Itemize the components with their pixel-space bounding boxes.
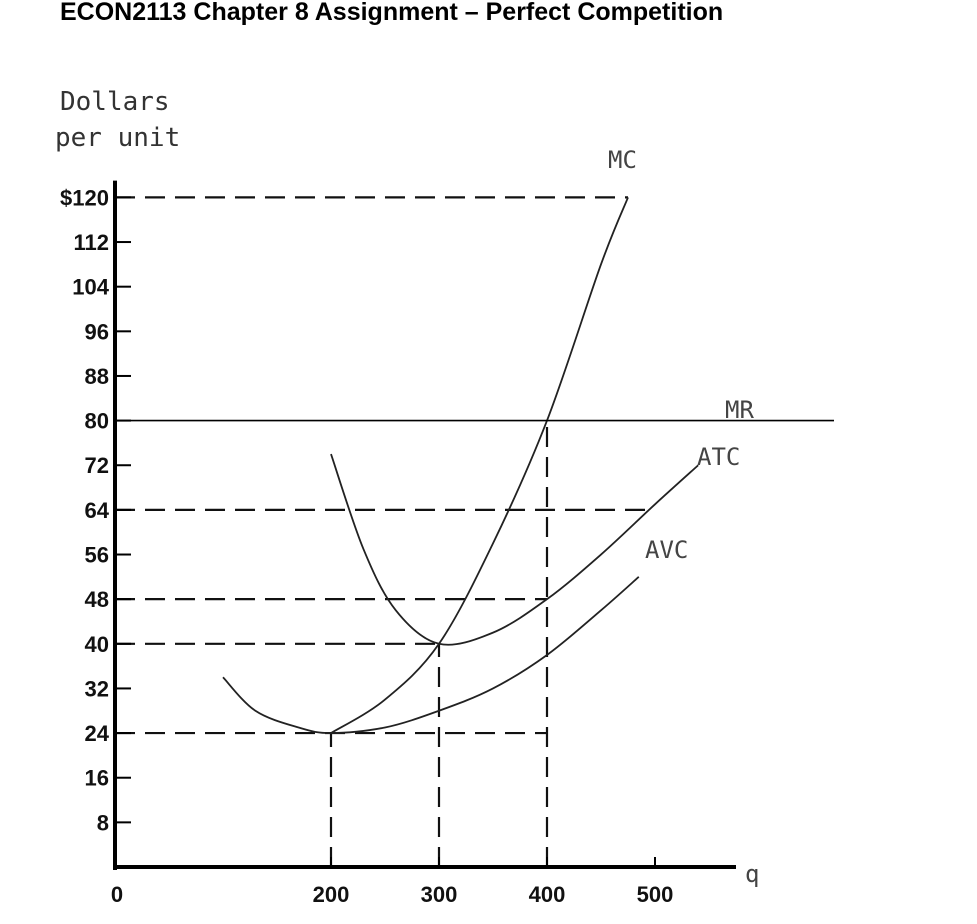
y-tick-label: 112 xyxy=(74,230,110,255)
y-tick-label: 16 xyxy=(85,766,109,791)
y-tick-label: $120 xyxy=(60,185,109,210)
y-tick-label: 96 xyxy=(85,319,109,344)
x-tick-label: 500 xyxy=(637,882,674,907)
x-tick-label: 300 xyxy=(421,882,458,907)
y-axis-label: Dollars xyxy=(60,87,170,117)
y-tick-label: 40 xyxy=(85,632,109,657)
y-axis-label: per unit xyxy=(55,123,180,153)
mc-curve xyxy=(330,197,629,734)
y-tick-label: 88 xyxy=(85,364,109,389)
atc-curve xyxy=(330,453,699,646)
avc-curve xyxy=(222,576,640,734)
x-tick-label: 400 xyxy=(529,882,566,907)
y-tick-label: 72 xyxy=(85,453,109,478)
x-axis-label: q xyxy=(745,860,759,888)
x-tick-label: 200 xyxy=(313,882,350,907)
y-tick-label: 80 xyxy=(85,409,109,434)
avc-label: AVC xyxy=(645,536,688,564)
y-tick-label: 104 xyxy=(72,275,109,300)
y-tick-label: 32 xyxy=(85,676,109,701)
atc-label: ATC xyxy=(697,443,740,471)
x-tick-label: 0 xyxy=(111,882,123,907)
mr-label: MR xyxy=(725,396,754,424)
mc-label: MC xyxy=(608,146,637,174)
y-tick-label: 24 xyxy=(85,721,110,746)
y-tick-label: 8 xyxy=(97,810,109,835)
y-tick-label: 56 xyxy=(85,543,109,568)
y-tick-label: 48 xyxy=(85,587,109,612)
y-tick-label: 64 xyxy=(85,498,110,523)
page-title: ECON2113 Chapter 8 Assignment – Perfect … xyxy=(60,0,724,26)
